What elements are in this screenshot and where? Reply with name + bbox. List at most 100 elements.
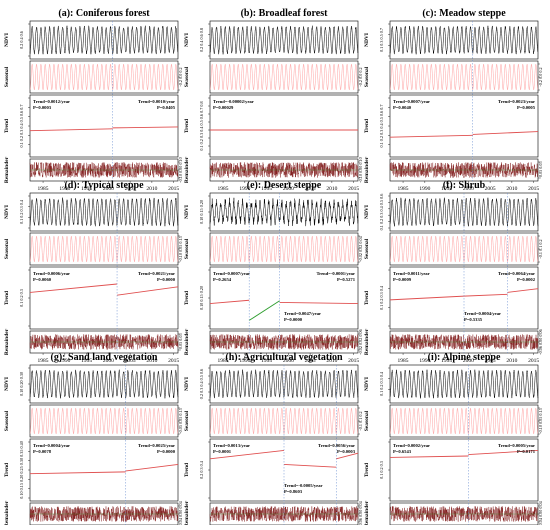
panel-ylabel: Remainder <box>184 500 190 525</box>
panel-ylabel: NDVI <box>184 377 190 391</box>
panel-tick-labels: -0.10 0.00 0.10 <box>358 157 363 182</box>
panel-frame <box>209 20 359 60</box>
trend-annotation: Trend=0.0002/year <box>393 443 430 448</box>
trend-annotation: P=0.0171 <box>517 449 536 454</box>
panel-tick-labels: 0.1 0.2 0.3 0.4 <box>19 199 24 224</box>
panel-ylabel: NDVI <box>184 33 190 47</box>
trend-annotation: P=0.0009 <box>393 277 412 282</box>
x-tick-label: 2005 <box>125 358 136 364</box>
x-tick-label: 1990 <box>239 358 250 364</box>
trend-segment-1 <box>29 283 118 293</box>
panel-remainder: Remainder -0.02 0.02 0.06 <box>184 328 363 355</box>
panel-ylabel: Trend <box>184 463 190 477</box>
panel-ylabel: Seasonal <box>184 66 190 87</box>
panel-ylabel: Seasonal <box>4 238 10 259</box>
ndvi-series-line <box>209 197 359 227</box>
x-tick-label: 2010 <box>506 358 517 364</box>
panel-ndvi: NDVI 0.2 0.4 0.6 0.8 <box>184 20 359 60</box>
panel-remainder: Remainder -0.10 0.00 0.10 <box>184 156 363 183</box>
x-tick-label: 2005 <box>485 186 496 192</box>
panel-ndvi: NDVI 0.1 0.2 0.3 0.4 0.5 0.6 <box>364 192 539 232</box>
x-tick-label: 1990 <box>59 186 70 192</box>
subplot-title: (d): Typical steppe <box>64 180 144 191</box>
panel-ndvi: NDVI 0.1 0.3 0.5 0.7 <box>364 20 539 60</box>
subplot-1: (a): Coniferous forest NDVI 0.2 0.4 0.6 Sea… <box>4 8 183 192</box>
panel-tick-labels: 0.1 0.2 0.3 0.4 <box>379 285 384 310</box>
x-tick-label: 1990 <box>419 186 430 192</box>
panel-ylabel: NDVI <box>184 205 190 219</box>
trend-annotation: P=0.0000 <box>284 317 303 322</box>
trend-annotation: P=0.0000 <box>157 277 176 282</box>
panel-ylabel: Trend <box>184 291 190 305</box>
trend-annotation: Trend=0.0004/year <box>464 311 501 316</box>
ndvi-series-line <box>29 25 179 55</box>
trend-segment-1 <box>29 128 113 132</box>
trend-annotation: Trend=0.0006/year <box>33 271 70 276</box>
x-tick-label: 1995 <box>441 358 452 364</box>
panel-tick-labels: 0.2 0.3 0.4 <box>199 460 204 479</box>
x-tick-label: 2015 <box>528 186 539 192</box>
panel-ylabel: NDVI <box>364 33 370 47</box>
trend-annotation: P=0.0040 <box>393 105 412 110</box>
panel-ylabel: NDVI <box>4 33 10 47</box>
trend-annotation: P=0.00029 <box>213 105 234 110</box>
panel-ylabel: Seasonal <box>4 66 10 87</box>
panel-ndvi: NDVI 0.1 0.2 0.3 0.4 <box>364 364 539 404</box>
panel-tick-labels: -0.04 0.00 0.04 <box>538 500 543 525</box>
subplot-title: (c): Meadow steppe <box>422 8 506 19</box>
trend-annotation: Trend=0.0023/year <box>498 99 535 104</box>
trend-segment-3 <box>279 302 359 305</box>
panel-ylabel: NDVI <box>364 205 370 219</box>
trend-annotation: P=0.0001 <box>213 449 232 454</box>
remainder-series-line <box>389 506 539 523</box>
panel-tick-labels: -0.1 0.1 0.2 <box>538 239 543 258</box>
x-tick-label: 1985 <box>38 358 49 364</box>
trend-annotation: Trend=0.0064/year <box>498 271 535 276</box>
trend-annotation: P=0.0003 <box>337 449 356 454</box>
panel-ylabel: Seasonal <box>4 410 10 431</box>
seasonal-series-line <box>389 235 539 263</box>
x-tick-label: 1990 <box>419 358 430 364</box>
trend-annotation: Trend=-0.00002/year <box>213 99 254 104</box>
trend-segment-2 <box>283 463 337 468</box>
x-tick-label: 2005 <box>485 358 496 364</box>
subplot-8: (h): Agricultural vegetation NDVI 0.2 0.3 … <box>184 352 363 527</box>
panel-tick-labels: 0.1 0.2 0.3 0.4 0.5 0.6 0.7 <box>19 105 24 148</box>
remainder-series-line <box>389 161 539 179</box>
x-tick-label: 1985 <box>38 186 49 192</box>
panel-ylabel: Seasonal <box>184 238 190 259</box>
seasonal-series-line <box>389 63 539 91</box>
trend-annotation: P=0.8603 <box>284 489 303 494</box>
panel-tick-labels: 0.1 0.2 0.3 0.4 0.5 0.6 0.7 <box>379 105 384 148</box>
panel-remainder: Remainder -0.10 0.00 0.10 <box>4 156 183 183</box>
panel-frame <box>29 94 179 158</box>
panel-tick-labels: -0.10 0.05 0.15 <box>178 236 183 261</box>
panel-seasonal: Seasonal -0.02 0.02 0.04 <box>184 232 363 266</box>
panel-tick-labels: 0.1 0.2 0.3 0.4 0.5 0.6 <box>379 194 384 231</box>
x-tick-label: 2015 <box>168 186 179 192</box>
trend-segment-1 <box>209 449 285 460</box>
x-tick-label: 1990 <box>59 358 70 364</box>
panel-trend: Trend 0.1 0.2 0.3 0.4 0.5 0.6 0.7 Trend=0.… <box>364 94 539 158</box>
trend-segment-2 <box>472 131 539 135</box>
seasonal-series-line <box>209 63 359 91</box>
panel-remainder: Remainder -0.05 0.05 <box>364 156 543 183</box>
trend-segment-3 <box>507 288 539 293</box>
trend-annotation: Trend=0.0004/year <box>33 443 70 448</box>
subplot-7: (g): Sand land vegetation NDVI 0.10 0.20 0… <box>4 352 183 527</box>
trend-annotation: P=0.0003 <box>33 105 52 110</box>
panel-ylabel: Remainder <box>184 328 190 355</box>
trend-annotation: Trend=0.0025/year <box>138 443 175 448</box>
seasonal-series-line <box>209 407 359 435</box>
panel-remainder: Remainder -0.04 0.00 0.04 <box>364 500 543 527</box>
panel-ylabel: Trend <box>4 291 10 305</box>
panel-tick-labels: 0.1 0.3 0.5 0.7 <box>379 28 384 52</box>
trend-segment-2 <box>125 463 179 472</box>
panel-remainder: Remainder -0.04 0.00 0.04 <box>4 500 183 527</box>
subplot-title: (b): Broadleaf forest <box>241 8 329 19</box>
panel-trend: Trend 0.1 0.2 0.3 0.4 0.5 0.6 0.7 Trend=0.… <box>4 94 179 158</box>
panel-ylabel: NDVI <box>4 377 10 391</box>
panel-tick-labels: -0.05 0.05 0.15 <box>178 408 183 433</box>
